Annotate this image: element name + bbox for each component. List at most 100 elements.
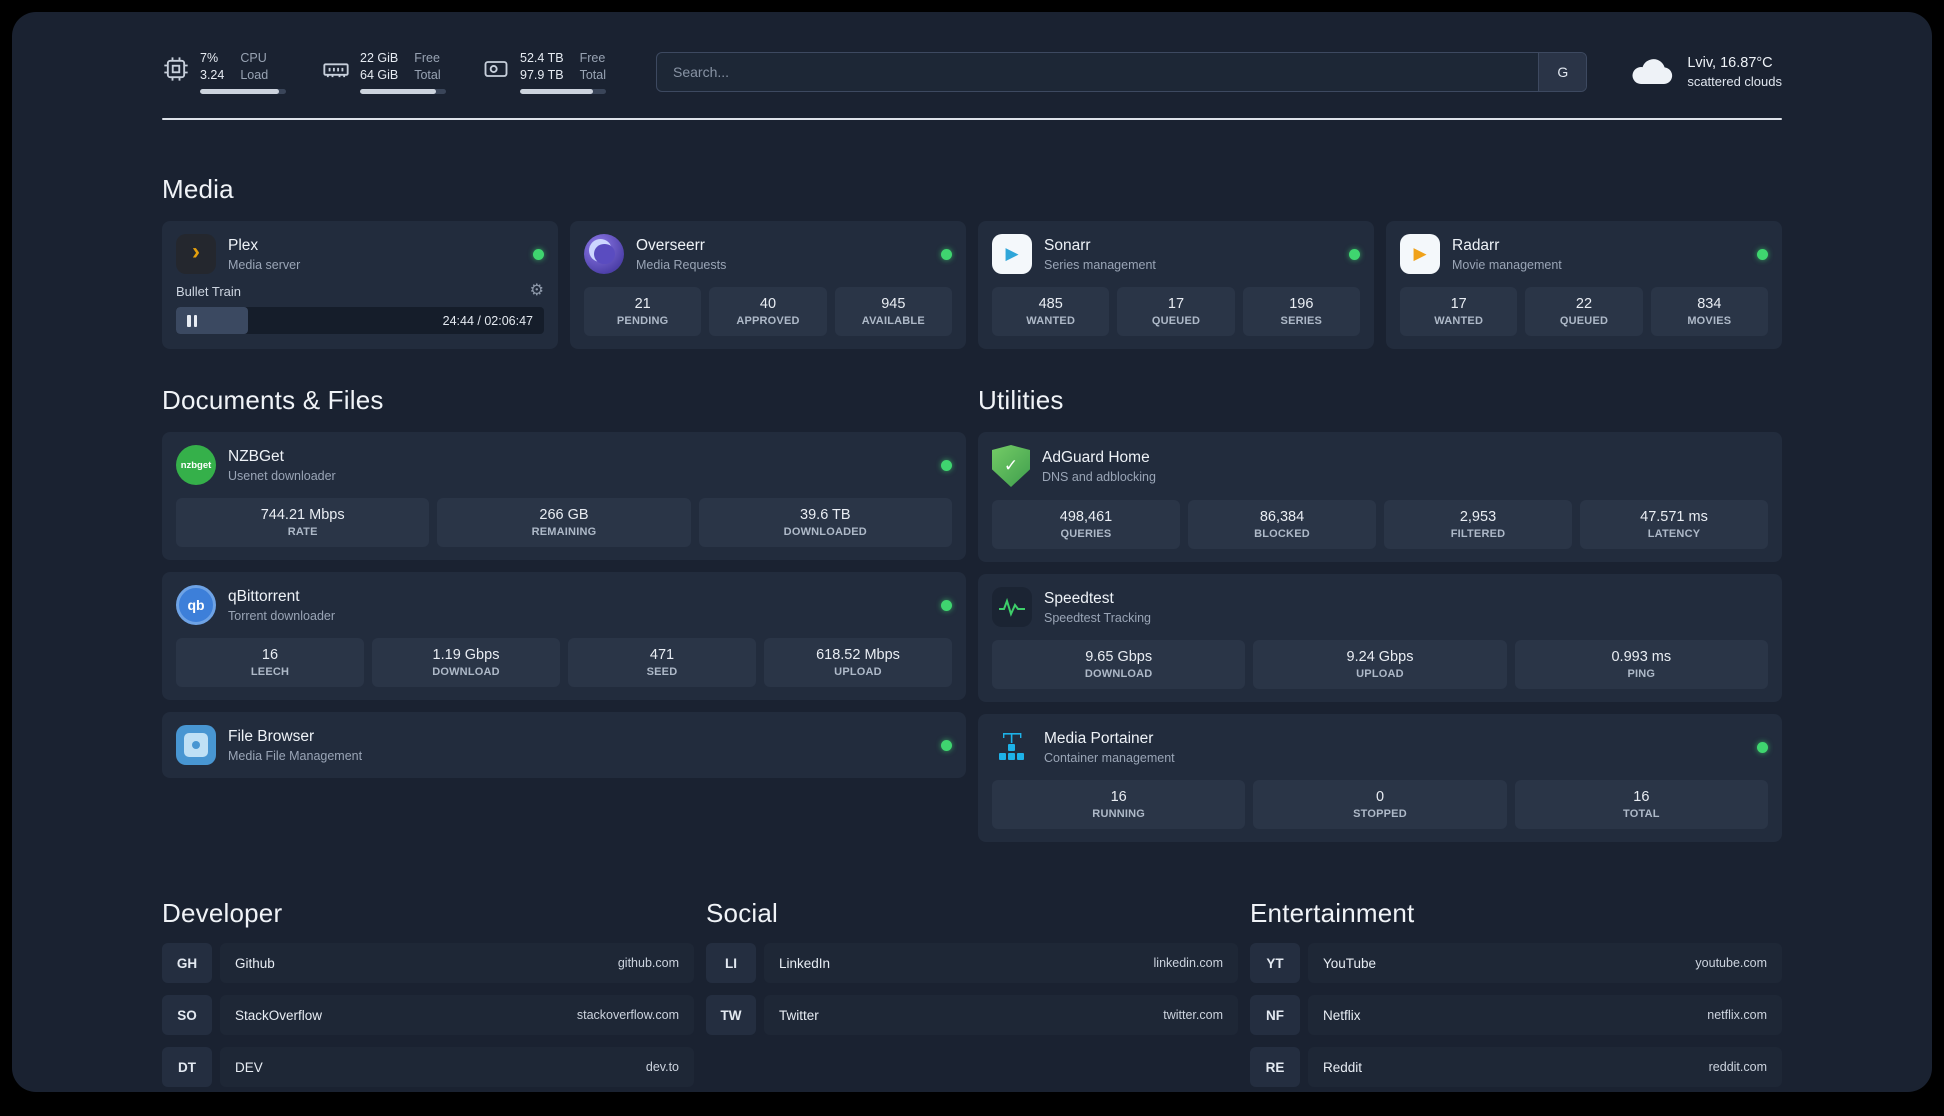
nzbget-icon[interactable]: nzbget [176, 445, 216, 485]
memory-free-value: 22 GiB [360, 51, 399, 66]
link-dev[interactable]: DT DEV dev.to [162, 1047, 694, 1087]
plex-name[interactable]: Plex [228, 236, 259, 254]
stat-label: RATE [287, 526, 318, 538]
overseerr-icon[interactable] [584, 234, 624, 274]
memory-label-2: Total [414, 68, 441, 82]
link-linkedin[interactable]: LI LinkedIn linkedin.com [706, 943, 1238, 983]
plex-now-playing: Bullet Train ⚙ 24:44 / 02:06:47 [176, 283, 544, 334]
social-section-title: Social [706, 898, 779, 928]
sonarr-name[interactable]: Sonarr [1044, 236, 1091, 254]
sonarr-status-dot [1349, 248, 1360, 260]
reddit-abbr-icon[interactable]: RE [1250, 1047, 1300, 1087]
stat-value: 39.6 TB [800, 507, 851, 523]
nzbget-status-dot [941, 459, 952, 471]
memory-label-1: Free [414, 51, 440, 66]
stat-available: 945 AVAILABLE [834, 287, 952, 336]
stat-label: DOWNLOAD [1084, 668, 1153, 680]
link-stackoverflow[interactable]: SO StackOverflow stackoverflow.com [162, 995, 694, 1035]
speedtest-name[interactable]: Speedtest [1044, 589, 1114, 607]
stat-rate: 744.21 Mbps RATE [176, 498, 430, 547]
memory-icon [322, 55, 350, 88]
link-url: youtube.com [1695, 956, 1767, 970]
stat-label: UPLOAD [834, 666, 882, 678]
filebrowser-name[interactable]: File Browser [228, 727, 315, 745]
adguard-shield-icon[interactable]: ✓ [992, 445, 1030, 487]
header-divider [162, 118, 1782, 120]
link-url: reddit.com [1708, 1060, 1767, 1074]
speedtest-card: Speedtest Speedtest Tracking 9.65 Gbps D… [978, 574, 1782, 702]
developer-section-title: Developer [162, 898, 283, 928]
stat-upload: 9.24 Gbps UPLOAD [1253, 640, 1507, 689]
playback-progress-bar[interactable]: 24:44 / 02:06:47 [176, 307, 544, 334]
link-twitter[interactable]: TW Twitter twitter.com [706, 995, 1238, 1035]
memory-total-value: 64 GiB [360, 68, 399, 82]
link-reddit[interactable]: RE Reddit reddit.com [1250, 1047, 1782, 1087]
qbittorrent-card: qb qBittorrent Torrent downloader 16 LEE… [162, 572, 966, 700]
filebrowser-icon[interactable] [176, 725, 216, 765]
disk-metric: 52.4 TB 97.9 TB Free Total [482, 50, 606, 94]
adguard-name[interactable]: AdGuard Home [1042, 448, 1150, 466]
disk-free-value: 52.4 TB [520, 51, 564, 66]
stat-remaining: 266 GB REMAINING [437, 498, 691, 547]
link-name: StackOverflow [235, 1007, 323, 1023]
link-name: DEV [235, 1059, 263, 1075]
search-engine-button[interactable]: G [1538, 53, 1587, 91]
entertainment-section-title: Entertainment [1250, 898, 1415, 928]
pause-icon[interactable] [187, 314, 197, 327]
link-youtube[interactable]: YT YouTube youtube.com [1250, 943, 1782, 983]
stat-value: 16 [261, 647, 279, 663]
youtube-abbr-icon[interactable]: YT [1250, 943, 1300, 983]
plex-subtitle: Media server [228, 257, 301, 272]
stat-value: 471 [649, 647, 675, 663]
stat-label: UPLOAD [1356, 668, 1404, 680]
overseerr-name[interactable]: Overseerr [636, 236, 705, 254]
github-abbr-icon[interactable]: GH [162, 943, 212, 983]
adguard-subtitle: DNS and adblocking [1042, 469, 1156, 484]
plex-icon[interactable]: › [176, 234, 216, 274]
stat-label: REMAINING [531, 526, 597, 538]
stat-label: APPROVED [736, 315, 800, 327]
memory-metric: 22 GiB 64 GiB Free Total [322, 50, 446, 94]
filebrowser-subtitle: Media File Management [228, 748, 363, 763]
stat-value: 16 [1110, 789, 1127, 805]
sonarr-icon[interactable]: ▶ [992, 234, 1032, 274]
portainer-name[interactable]: Media Portainer [1044, 729, 1154, 747]
disk-icon [482, 55, 510, 88]
stat-value: 744.21 Mbps [260, 507, 345, 523]
stat-value: 40 [759, 296, 777, 312]
stat-wanted: 485 WANTED [992, 287, 1110, 336]
stat-blocked: 86,384 BLOCKED [1188, 500, 1376, 549]
stat-label: PENDING [616, 315, 669, 327]
twitter-abbr-icon[interactable]: TW [706, 995, 756, 1035]
stat-leech: 16 LEECH [176, 638, 364, 687]
dev-abbr-icon[interactable]: DT [162, 1047, 212, 1087]
radarr-name[interactable]: Radarr [1452, 236, 1500, 254]
disk-label-1: Free [579, 51, 606, 66]
utilities-section-title: Utilities [978, 385, 1064, 415]
radarr-icon[interactable]: ▶ [1400, 234, 1440, 274]
portainer-crane-icon[interactable] [992, 727, 1032, 767]
link-github[interactable]: GH Github github.com [162, 943, 694, 983]
qbittorrent-subtitle: Torrent downloader [228, 608, 336, 623]
stat-approved: 40 APPROVED [709, 287, 827, 336]
netflix-abbr-icon[interactable]: NF [1250, 995, 1300, 1035]
link-netflix[interactable]: NF Netflix netflix.com [1250, 995, 1782, 1035]
stat-running: 16 RUNNING [992, 780, 1246, 829]
player-settings-gear-icon[interactable]: ⚙ [529, 282, 544, 299]
linkedin-abbr-icon[interactable]: LI [706, 943, 756, 983]
media-section-title: Media [162, 174, 234, 204]
stat-upload: 618.52 Mbps UPLOAD [764, 638, 952, 687]
speedtest-waveform-icon[interactable] [992, 587, 1032, 627]
radarr-subtitle: Movie management [1452, 257, 1562, 272]
cpu-progress-bar [200, 88, 286, 94]
stackoverflow-abbr-icon[interactable]: SO [162, 995, 212, 1035]
qbittorrent-icon[interactable]: qb [176, 585, 216, 625]
portainer-card: Media Portainer Container management 16 … [978, 714, 1782, 842]
qbittorrent-name[interactable]: qBittorrent [228, 587, 300, 605]
search-input[interactable] [657, 53, 1539, 91]
top-bar: 7% 3.24 CPU Load [162, 46, 1782, 98]
nzbget-name[interactable]: NZBGet [228, 447, 284, 465]
weather-widget: Lviv, 16.87°C scattered clouds [1629, 55, 1782, 90]
link-name: Reddit [1323, 1059, 1363, 1075]
memory-progress-bar [360, 88, 446, 94]
